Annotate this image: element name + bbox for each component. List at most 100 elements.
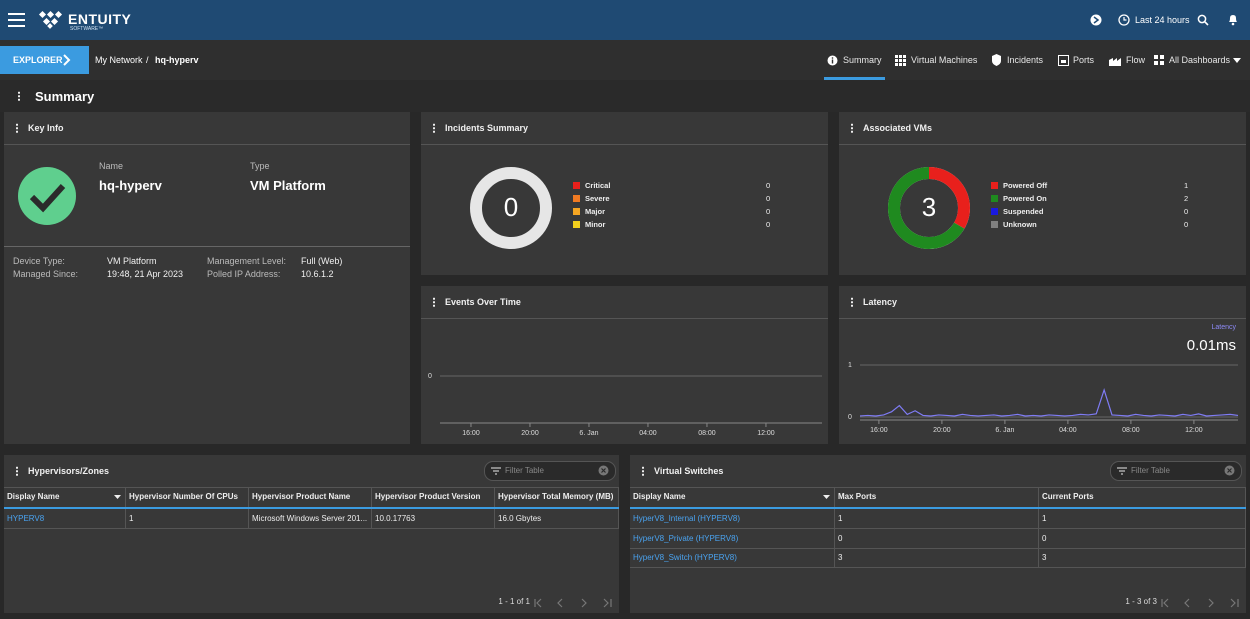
time-range[interactable]: Last 24 hours xyxy=(1135,15,1190,25)
hypervisors-panel: Hypervisors/Zones Filter Table Display N… xyxy=(4,455,619,613)
page-button[interactable] xyxy=(557,598,563,608)
panel-header: Latency xyxy=(839,286,1246,319)
status-ok-icon xyxy=(18,167,76,225)
table-cell: 10.0.17763 xyxy=(372,509,495,529)
column-header[interactable]: Max Ports xyxy=(835,487,1039,507)
menu-button[interactable] xyxy=(8,12,26,28)
menu-dots[interactable] xyxy=(851,123,853,133)
panel-title: Latency xyxy=(863,297,898,307)
legend-value: 0 xyxy=(766,220,770,229)
panel-title: Key Info xyxy=(28,123,64,133)
tab[interactable]: Ports xyxy=(1073,55,1095,65)
page-button[interactable] xyxy=(603,598,612,608)
pagination-info: 1 - 3 of 3 xyxy=(1125,597,1157,606)
legend-value: 0 xyxy=(766,207,770,216)
search-icon[interactable] xyxy=(1197,14,1209,26)
panel-header: Associated VMs xyxy=(839,112,1246,145)
legend-value: 0 xyxy=(1184,207,1188,216)
filter-input[interactable]: Filter Table xyxy=(1110,461,1242,481)
column-header[interactable]: Hypervisor Product Version xyxy=(372,487,495,507)
legend-label: Severe xyxy=(585,194,610,203)
legend-label: Suspended xyxy=(1003,207,1044,216)
header-underline xyxy=(630,507,1246,509)
x-tick-label: 16:00 xyxy=(870,427,888,434)
current-value: 0.01ms xyxy=(1186,337,1236,354)
x-tick-label: 08:00 xyxy=(1122,427,1140,434)
filter-input[interactable]: Filter Table xyxy=(484,461,616,481)
dropdown-caret[interactable] xyxy=(1233,58,1241,63)
column-header[interactable]: Hypervisor Total Memory (MB) xyxy=(495,487,619,507)
detail-label: Management Level: xyxy=(207,256,287,266)
x-tick-label: 08:00 xyxy=(698,430,716,437)
filter-placeholder: Filter Table xyxy=(505,466,544,475)
title-row: Summary xyxy=(0,80,1250,112)
menu-dots[interactable] xyxy=(433,297,435,307)
table-cell: 0 xyxy=(835,528,1039,549)
logo-icon xyxy=(38,10,63,29)
column-header[interactable]: Display Name xyxy=(630,487,835,507)
row-link[interactable]: HyperV8_Switch (HYPERV8) xyxy=(630,548,835,568)
panel-header: Hypervisors/Zones xyxy=(4,455,619,488)
tab[interactable]: Summary xyxy=(843,55,882,65)
pagination-controls xyxy=(534,598,612,608)
donut-track xyxy=(470,167,552,249)
legend-label: Unknown xyxy=(1003,220,1037,229)
status-icon[interactable] xyxy=(1090,14,1102,26)
pagination-controls xyxy=(1161,598,1239,608)
page-button[interactable] xyxy=(1230,598,1239,608)
explorer-button[interactable]: EXPLORER xyxy=(0,46,89,74)
page-button[interactable] xyxy=(534,598,542,608)
row-link[interactable]: HYPERV8 xyxy=(4,509,126,529)
field-label: Name xyxy=(99,161,124,171)
line-chart: 0 16:00 20:00 6. Jan 04:00 08:00 12:00 xyxy=(428,373,822,437)
field-label: Type xyxy=(250,161,270,171)
column-header[interactable]: Hypervisor Number Of CPUs xyxy=(126,487,249,507)
tab[interactable]: Virtual Machines xyxy=(911,55,978,65)
x-tick-label: 12:00 xyxy=(757,430,775,437)
x-tick-label: 04:00 xyxy=(1059,427,1077,434)
clear-button[interactable] xyxy=(1224,465,1235,476)
row-link[interactable]: HyperV8_Private (HYPERV8) xyxy=(630,528,835,549)
y-tick-label: 1 xyxy=(848,362,852,369)
x-tick-label: 16:00 xyxy=(462,430,480,437)
donut-segment xyxy=(888,167,970,249)
chevron xyxy=(63,54,71,66)
tab[interactable]: Flow xyxy=(1126,55,1146,65)
breadcrumb-link[interactable]: My Network xyxy=(95,55,143,65)
legend-value: 0 xyxy=(1184,220,1188,229)
detail-value: 10.6.1.2 xyxy=(301,269,334,279)
page-button[interactable] xyxy=(1208,598,1214,608)
panel-header: Incidents Summary xyxy=(421,112,828,145)
menu-dots[interactable] xyxy=(433,123,435,133)
menu-dots[interactable] xyxy=(16,123,18,133)
page-button[interactable] xyxy=(581,598,587,608)
menu-dots[interactable] xyxy=(16,466,18,476)
page-button[interactable] xyxy=(1161,598,1169,608)
legend-label: Powered On xyxy=(1003,194,1047,203)
tab[interactable]: Incidents xyxy=(1007,55,1044,65)
tab-icon xyxy=(1058,55,1069,66)
menu-dots[interactable] xyxy=(851,297,853,307)
top-bar: ENTUITY SOFTWARE™ Last 24 hours xyxy=(0,0,1250,40)
column-header[interactable]: Display Name xyxy=(4,487,126,507)
clock-icon[interactable] xyxy=(1118,14,1130,26)
page-button[interactable] xyxy=(1184,598,1190,608)
explorer-label: EXPLORER xyxy=(13,55,63,65)
table-cell: 3 xyxy=(1039,548,1246,568)
menu-dots[interactable] xyxy=(18,91,20,101)
y-tick-label: 0 xyxy=(428,373,432,380)
breadcrumb-current: hq-hyperv xyxy=(155,55,199,65)
breadcrumb-separator: / xyxy=(146,55,149,65)
legend-label: Major xyxy=(585,207,605,216)
x-tick-label: 6. Jan xyxy=(579,430,598,437)
menu-dots[interactable] xyxy=(642,466,644,476)
legend-label: Critical xyxy=(585,181,610,190)
tab[interactable]: All Dashboards xyxy=(1169,55,1231,65)
bell-icon[interactable] xyxy=(1227,13,1239,26)
clear-button[interactable] xyxy=(598,465,609,476)
row-link[interactable]: HyperV8_Internal (HYPERV8) xyxy=(630,509,835,529)
legend-value: 0 xyxy=(766,181,770,190)
table-cell: 16.0 Gbytes xyxy=(495,509,619,529)
column-header[interactable]: Current Ports xyxy=(1039,487,1246,507)
column-header[interactable]: Hypervisor Product Name xyxy=(249,487,372,507)
